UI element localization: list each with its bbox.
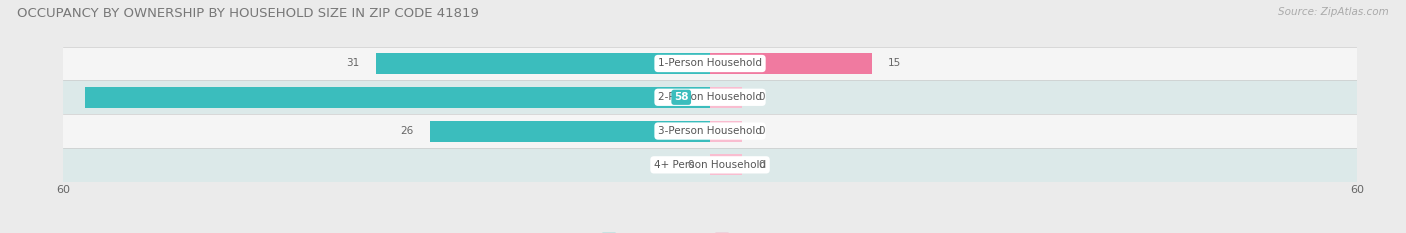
Bar <box>430 121 710 141</box>
Text: 0: 0 <box>759 126 765 136</box>
Text: 0: 0 <box>759 160 765 170</box>
Bar <box>63 114 1357 148</box>
Text: Source: ZipAtlas.com: Source: ZipAtlas.com <box>1278 7 1389 17</box>
Text: 0: 0 <box>759 92 765 102</box>
Text: 2-Person Household: 2-Person Household <box>658 92 762 102</box>
Legend: Owner-occupied, Renter-occupied: Owner-occupied, Renter-occupied <box>598 229 823 233</box>
Bar <box>710 154 742 175</box>
Text: 31: 31 <box>346 58 360 69</box>
Text: 58: 58 <box>673 92 689 102</box>
Bar <box>375 53 710 74</box>
Text: OCCUPANCY BY OWNERSHIP BY HOUSEHOLD SIZE IN ZIP CODE 41819: OCCUPANCY BY OWNERSHIP BY HOUSEHOLD SIZE… <box>17 7 479 20</box>
Text: 15: 15 <box>889 58 901 69</box>
Text: 26: 26 <box>401 126 413 136</box>
Text: 1-Person Household: 1-Person Household <box>658 58 762 69</box>
Text: 4+ Person Household: 4+ Person Household <box>654 160 766 170</box>
Bar <box>63 80 1357 114</box>
Bar <box>710 53 872 74</box>
Text: 3-Person Household: 3-Person Household <box>658 126 762 136</box>
Bar <box>710 121 742 141</box>
Bar <box>63 148 1357 182</box>
Text: 0: 0 <box>688 160 695 170</box>
Bar <box>63 47 1357 80</box>
Bar <box>710 87 742 108</box>
Bar <box>84 87 710 108</box>
